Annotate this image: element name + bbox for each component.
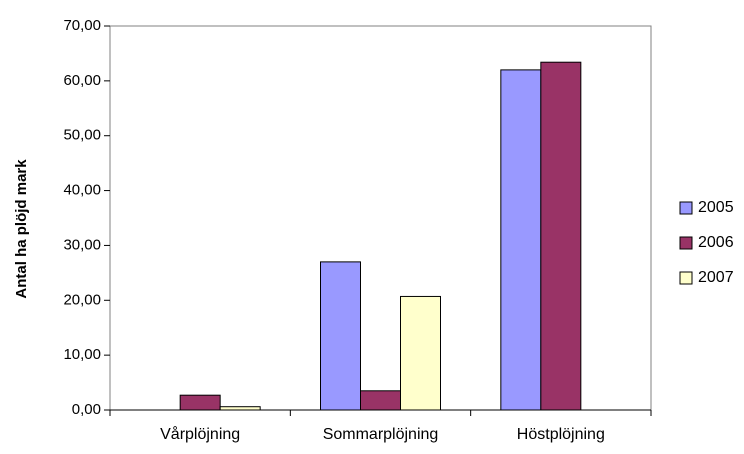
legend-swatch-2005 [679,201,693,215]
bars [110,61,651,411]
y-tick-label: 10,00 [63,346,101,363]
y-tick-label: 50,00 [63,127,101,144]
x-tick-label: Sommarplöjning [323,426,439,443]
legend-label-2006: 2006 [698,234,734,251]
y-tick-label: 40,00 [63,182,101,199]
bar-2007-2 [400,295,441,411]
y-tick-label: 60,00 [63,72,101,89]
bar-2005-3 [500,69,542,411]
y-tick-label: 70,00 [63,17,101,34]
legend: 2005 2006 2007 [679,199,734,286]
y-tick-label: 20,00 [63,291,101,308]
legend-swatch-2007 [679,271,693,285]
bar-2006-2 [360,390,401,411]
legend-label-2005: 2005 [698,199,734,216]
y-axis-ticks: 0,00 10,00 20,00 30,00 40,00 50,00 60,00 70,00 [63,17,110,418]
x-tick-label: Vårplöjning [160,425,240,443]
legend-swatch-2006 [679,236,693,250]
legend-label-2007: 2007 [698,269,734,286]
y-tick-label: 30,00 [63,236,101,253]
y-tick-label: 0,00 [72,401,101,418]
x-axis-ticks: Vårplöjning Sommarplöjning Höstplöjning [109,409,652,443]
x-tick-label: Höstplöjning [517,426,605,443]
bar-2005-2 [320,261,361,411]
bar-2006-3 [540,61,582,411]
bar-2006-1 [179,394,221,411]
y-axis-label: Antal ha plöjd mark [13,159,30,299]
